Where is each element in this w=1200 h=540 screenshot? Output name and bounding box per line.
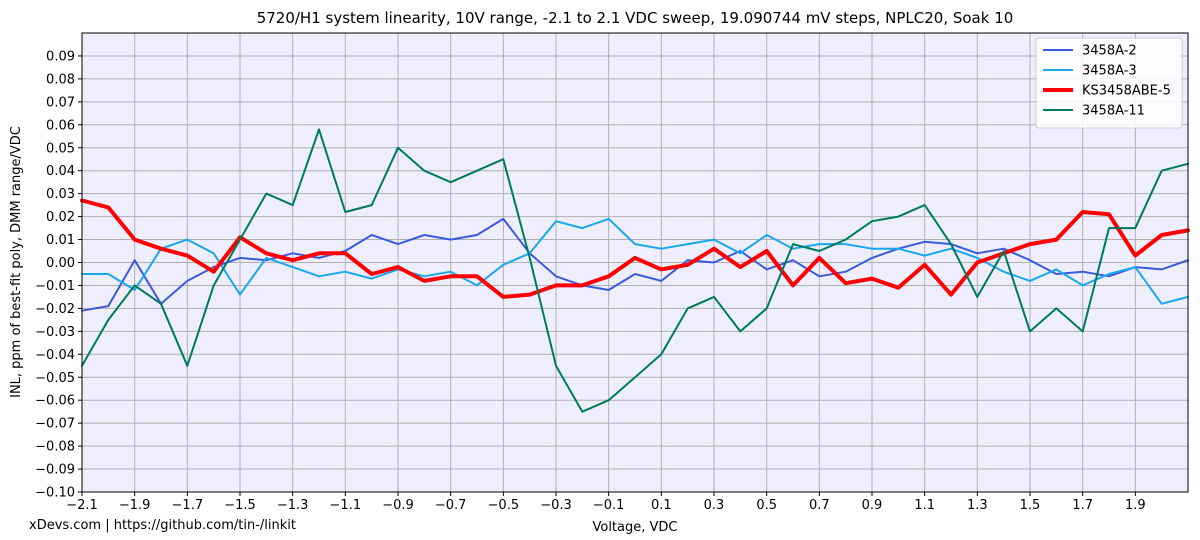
- x-tick-label: −0.3: [540, 498, 572, 513]
- y-tick-label: −0.08: [35, 440, 75, 455]
- legend: 3458A-2 3458A-3 KS3458ABE-5 3458A-11: [1035, 37, 1183, 129]
- x-axis-label: Voltage, VDC: [592, 520, 677, 535]
- footer-credit: xDevs.com | https://github.com/tin-/link…: [29, 518, 296, 533]
- x-tick-label: −2.1: [66, 498, 98, 513]
- y-tick-label: −0.07: [35, 417, 75, 432]
- x-tick-label: −1.3: [277, 498, 309, 513]
- legend-label: 3458A-3: [1082, 64, 1137, 79]
- x-tick-label: −0.5: [488, 498, 520, 513]
- y-tick-label: −0.06: [35, 394, 75, 409]
- y-tick-label: 0.06: [46, 118, 75, 133]
- x-tick-label: −1.5: [224, 498, 256, 513]
- x-tick-label: −1.1: [330, 498, 362, 513]
- legend-label: KS3458ABE-5: [1082, 84, 1171, 99]
- y-tick-label: −0.09: [35, 463, 75, 478]
- series-layer: [80, 128, 1190, 413]
- x-tick-label: 1.9: [1125, 498, 1146, 513]
- legend-label: 3458A-2: [1082, 44, 1137, 59]
- x-tick-label: 0.9: [862, 498, 883, 513]
- x-tick-label: −0.9: [382, 498, 414, 513]
- y-tick-label: −0.10: [35, 486, 75, 501]
- x-tick-label: −0.1: [593, 498, 625, 513]
- x-tick-label: 1.7: [1072, 498, 1093, 513]
- y-tick-label: −0.05: [35, 371, 75, 386]
- x-tick-label: −1.7: [172, 498, 204, 513]
- y-tick-label: −0.01: [35, 279, 75, 294]
- y-tick-label: 0.05: [46, 141, 75, 156]
- legend-box: [1035, 37, 1183, 129]
- x-tick-label: 1.1: [914, 498, 935, 513]
- x-axis: −2.1 −1.9 −1.7 −1.5 −1.3 −1.1 −0.9 −0.7 −0.5 −0.3…: [66, 492, 1146, 513]
- legend-label: 3458A-11: [1082, 104, 1145, 119]
- series-line-3458a-3: [81, 217, 1189, 305]
- x-tick-label: −0.7: [435, 498, 467, 513]
- x-tick-label: 0.3: [704, 498, 725, 513]
- x-tick-label: 0.7: [809, 498, 830, 513]
- y-tick-label: 0.09: [46, 49, 75, 64]
- y-tick-label: 0.00: [46, 256, 75, 271]
- y-tick-label: 0.02: [46, 210, 75, 225]
- y-tick-label: 0.07: [46, 95, 75, 110]
- grid-lines: [81, 33, 1188, 493]
- y-tick-label: 0.01: [46, 233, 75, 248]
- y-tick-label: 0.04: [46, 164, 75, 179]
- x-tick-label: 1.5: [1020, 498, 1041, 513]
- y-tick-label: −0.04: [35, 348, 75, 363]
- y-tick-label: 0.08: [46, 72, 75, 87]
- y-axis-label: INL, ppm of best-fit poly, DMM range/VDC: [9, 126, 24, 398]
- y-tick-label: −0.03: [35, 325, 75, 340]
- series-line-3458a-11: [81, 128, 1189, 413]
- y-tick-label: −0.02: [35, 302, 75, 317]
- x-tick-label: −1.9: [119, 498, 151, 513]
- chart-title: 5720/H1 system linearity, 10V range, -2.…: [257, 9, 1014, 27]
- series-line-3458a-2: [81, 217, 1189, 312]
- y-axis: 0.09 0.08 0.07 0.06 0.05 0.04 0.03 0.02 0.01 0.00…: [35, 49, 82, 501]
- y-tick-label: 0.03: [46, 187, 75, 202]
- x-tick-label: 0.1: [651, 498, 672, 513]
- x-tick-label: 0.5: [756, 498, 777, 513]
- x-tick-label: 1.3: [967, 498, 988, 513]
